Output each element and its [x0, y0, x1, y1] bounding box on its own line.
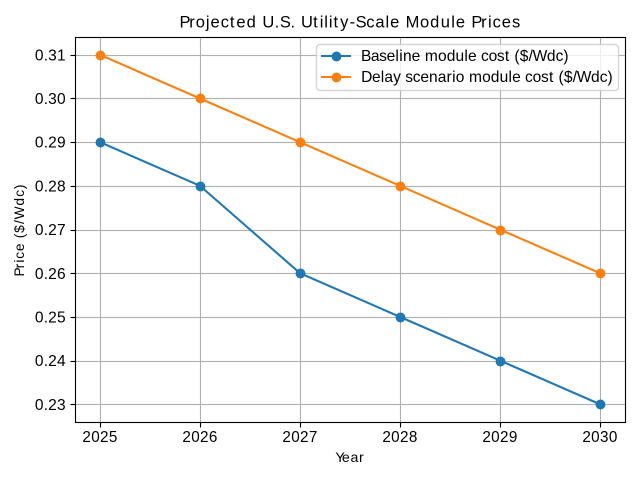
svg-text:0.27: 0.27 — [35, 222, 66, 239]
svg-text:2028: 2028 — [382, 429, 417, 446]
svg-text:Baseline module cost ($/Wdc): Baseline module cost ($/Wdc) — [361, 48, 569, 65]
svg-text:Price ($/Wdc): Price ($/Wdc) — [12, 185, 27, 277]
svg-text:0.31: 0.31 — [35, 47, 66, 64]
svg-text:2030: 2030 — [582, 429, 617, 446]
svg-text:0.30: 0.30 — [35, 91, 66, 108]
svg-text:2029: 2029 — [482, 429, 517, 446]
svg-text:2025: 2025 — [82, 429, 117, 446]
svg-text:Delay scenario module cost ($/: Delay scenario module cost ($/Wdc) — [361, 69, 613, 86]
svg-text:0.25: 0.25 — [35, 309, 66, 326]
svg-text:2027: 2027 — [282, 429, 317, 446]
svg-text:2026: 2026 — [182, 429, 217, 446]
svg-text:0.26: 0.26 — [35, 266, 66, 283]
svg-text:0.28: 0.28 — [35, 178, 66, 195]
svg-text:0.29: 0.29 — [35, 135, 66, 152]
svg-text:0.24: 0.24 — [35, 353, 66, 370]
svg-text:Year: Year — [335, 450, 364, 466]
svg-text:0.23: 0.23 — [35, 397, 66, 414]
svg-text:Projected U.S. Utility-Scale M: Projected U.S. Utility-Scale Module Pric… — [179, 14, 520, 32]
